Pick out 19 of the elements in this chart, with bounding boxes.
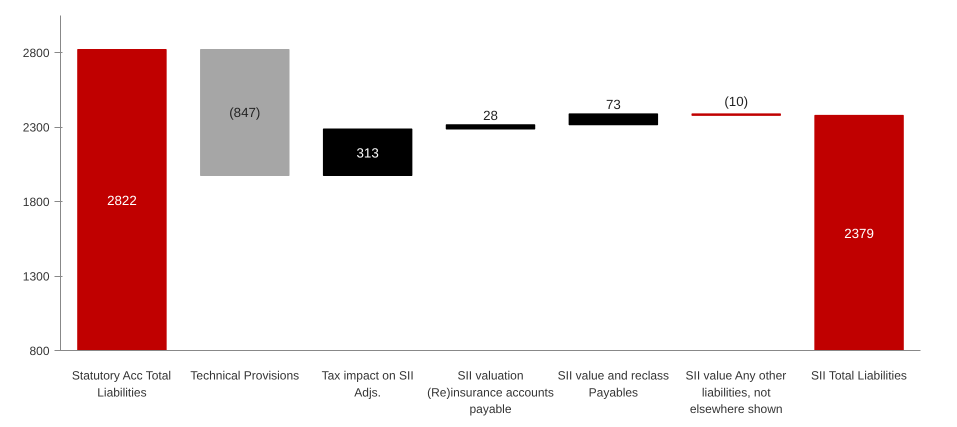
y-tick-label: 2800 [22,46,50,60]
y-tick-label: 1800 [22,195,50,210]
x-tick-label: SII Total Liabilities [811,368,907,382]
x-tick-label: SII valuation (Re)insurance accounts payable [427,368,554,416]
x-tick-label: Tax impact on SII Adjs. [322,368,414,400]
x-tick-label: SII value Any other liabilities, not elsewhere shown [686,368,786,416]
data-label: 2822 [107,192,137,208]
data-label: (847) [229,105,260,120]
data-label: (10) [724,94,748,109]
x-tick-label: Technical Provisions [190,368,300,382]
x-tick-label: SII value and reclass Payables [558,368,670,400]
y-tick-label: 2300 [22,120,50,135]
data-label: 28 [483,108,498,123]
x-tick-label: Statutory Acc Total Liabilities [72,368,172,400]
data-label: 73 [606,96,621,112]
y-tick-label: 800 [29,344,50,358]
data-label: 2379 [844,226,874,241]
y-tick-label: 1300 [22,270,50,284]
data-label: 313 [356,145,379,160]
